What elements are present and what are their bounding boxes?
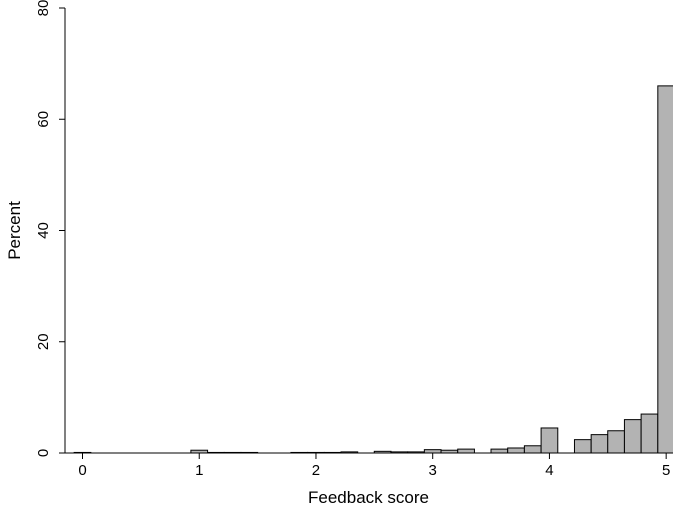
y-tick-label: 80 — [35, 0, 52, 16]
histogram-bar-19 — [573, 439, 592, 454]
y-axis-ticks: 0 20 40 60 80 — [35, 0, 65, 457]
histogram-bar-16 — [507, 447, 525, 454]
histogram-bar-22 — [623, 419, 642, 454]
histogram-bar-21 — [607, 430, 625, 454]
x-tick-label: 1 — [195, 462, 203, 479]
x-tick-label: 5 — [662, 462, 670, 479]
histogram-bar-17 — [523, 445, 542, 454]
x-axis-title: Feedback score — [308, 488, 429, 507]
histogram-bar-15 — [490, 448, 509, 454]
x-tick-label: 0 — [78, 462, 86, 479]
histogram-bar-14 — [457, 448, 475, 454]
histogram-bar-23 — [640, 413, 659, 454]
x-axis-ticks: 0 1 2 3 4 5 — [78, 453, 670, 479]
y-tick-label: 0 — [35, 449, 52, 457]
y-tick-label: 20 — [35, 333, 52, 350]
axis-frame — [64, 8, 672, 454]
x-tick-label: 3 — [429, 462, 437, 479]
x-tick-label: 2 — [312, 462, 320, 479]
histogram-bar-20 — [590, 434, 609, 454]
histogram-bar-18 — [540, 427, 559, 454]
histogram-bar-24 — [657, 85, 673, 454]
bars-group — [73, 85, 673, 454]
y-tick-label: 60 — [35, 111, 52, 128]
x-tick-label: 4 — [545, 462, 553, 479]
y-axis-title: Percent — [5, 201, 24, 260]
y-tick-label: 40 — [35, 222, 52, 239]
histogram-bar-12 — [423, 449, 442, 454]
